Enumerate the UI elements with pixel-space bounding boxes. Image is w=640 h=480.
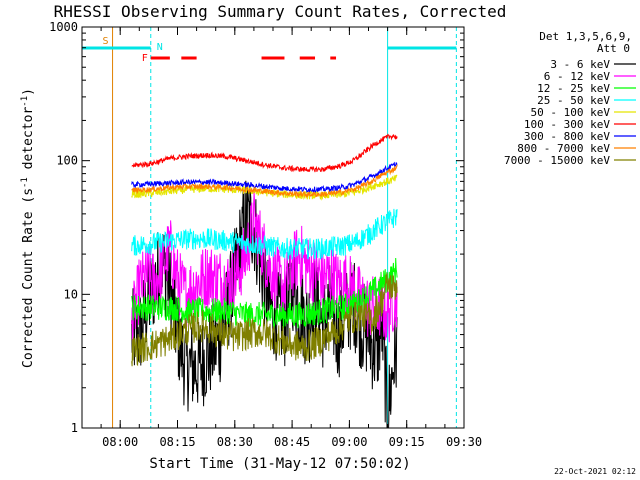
plot-frame <box>81 26 465 429</box>
y-axis-label-sup2: -1 <box>20 96 30 107</box>
legend-entry-label: 25 - 50 keV <box>537 94 610 107</box>
x-tick-label: 08:00 <box>102 435 138 449</box>
y-axis-label: Corrected Count Rate (s-1 detector-1) <box>20 88 36 368</box>
saa-marker-label: S <box>103 36 109 47</box>
y-axis-label-main: Corrected Count Rate (s <box>21 188 36 368</box>
y-axis-label-end: ) <box>21 88 36 96</box>
series-25-50-kev <box>131 208 398 261</box>
y-tick-label: 1 <box>71 421 78 435</box>
legend-entry-label: 6 - 12 keV <box>544 70 611 83</box>
series-6-12-kev <box>131 191 398 353</box>
series-100-300-kev <box>131 133 398 173</box>
legend-entry-label: 100 - 300 keV <box>524 118 610 131</box>
x-tick-label: 09:30 <box>446 435 482 449</box>
flare-marker-label: F <box>142 53 148 64</box>
legend-entry-label: 3 - 6 keV <box>550 58 610 71</box>
generation-timestamp: 22-Oct-2021 02:12 <box>554 467 636 476</box>
x-tick-label: 08:45 <box>274 435 310 449</box>
x-tick-label: 08:15 <box>159 435 195 449</box>
legend-entry-label: 7000 - 15000 keV <box>504 154 610 167</box>
observing-markers: S NF <box>81 27 457 428</box>
series-layer <box>131 133 398 428</box>
chart-title: RHESSI Observing Summary Count Rates, Co… <box>54 2 507 21</box>
y-axis-label-sup1: -1 <box>20 177 30 188</box>
night-marker-label: N <box>157 42 163 53</box>
legend-title-line1: Det 1,3,5,6,9, <box>539 30 632 43</box>
series-300-800-kev <box>131 161 398 194</box>
x-tick-label: 09:00 <box>331 435 367 449</box>
legend-title-line2: Att 0 <box>597 42 630 55</box>
legend-entry-label: 12 - 25 keV <box>537 82 610 95</box>
y-tick-label: 100 <box>56 154 78 168</box>
legend-entry-label: 50 - 100 keV <box>531 106 611 119</box>
legend-entry-label: 800 - 7000 keV <box>517 142 610 155</box>
x-axis-label: Start Time (31-May-12 07:50:02) <box>149 456 410 472</box>
y-tick-label: 1000 <box>49 20 78 34</box>
series-800-7000-kev <box>131 164 398 199</box>
series-12-25-kev <box>131 257 398 330</box>
series-7000-15000-kev <box>131 272 398 367</box>
x-axis: 08:00 08:15 08:30 08:45 09:00 09:15 09:30 <box>81 27 482 449</box>
x-tick-label: 08:30 <box>217 435 253 449</box>
y-axis-label-mid: detector <box>21 107 36 178</box>
y-tick-label: 10 <box>64 287 78 301</box>
legend-entry-label: 300 - 800 keV <box>524 130 610 143</box>
x-tick-label: 09:15 <box>389 435 425 449</box>
y-axis: 1 10 100 1000 <box>49 20 464 435</box>
